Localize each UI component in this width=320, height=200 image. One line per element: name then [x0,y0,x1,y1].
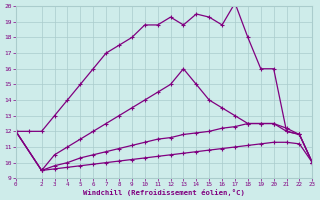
X-axis label: Windchill (Refroidissement éolien,°C): Windchill (Refroidissement éolien,°C) [83,189,245,196]
